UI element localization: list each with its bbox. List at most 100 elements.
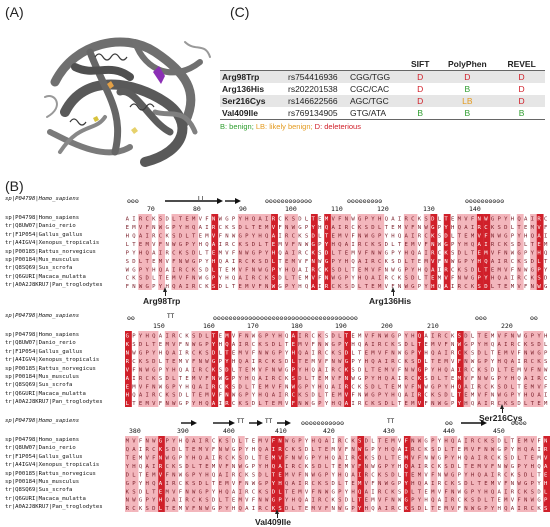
residue-glyph: A	[438, 498, 442, 504]
residue-glyph: V	[179, 276, 183, 282]
residue-glyph: S	[504, 455, 507, 461]
residue-glyph: L	[185, 393, 189, 399]
residue-glyph: E	[205, 464, 209, 470]
residue-glyph: D	[179, 233, 183, 239]
conservation-column	[344, 331, 351, 407]
residue-glyph: R	[358, 242, 362, 248]
residue-glyph: S	[378, 242, 381, 248]
residue-glyph: Q	[192, 384, 196, 390]
residue-glyph: M	[325, 217, 329, 223]
residue-glyph: D	[165, 376, 169, 382]
residue-glyph: G	[212, 359, 216, 365]
residue-glyph: G	[391, 481, 395, 487]
residue-glyph: Q	[391, 447, 395, 453]
residue-glyph: R	[491, 242, 495, 248]
residue-glyph: L	[484, 498, 488, 504]
residue-glyph: K	[431, 233, 435, 239]
residue-glyph: V	[331, 217, 335, 223]
residue-glyph: H	[391, 393, 394, 399]
residue-glyph: S	[185, 250, 188, 256]
residue-glyph: H	[511, 217, 514, 223]
residue-glyph: V	[318, 506, 322, 512]
residue-glyph: A	[139, 233, 143, 239]
residue-glyph: V	[305, 342, 309, 348]
residue-glyph: M	[531, 225, 535, 231]
residue-glyph: N	[312, 259, 315, 265]
residue-glyph: F	[511, 267, 515, 273]
residue-glyph: A	[172, 350, 176, 356]
residue-glyph: Y	[305, 439, 309, 445]
residue-glyph: E	[132, 455, 136, 461]
residue-glyph: R	[544, 447, 548, 453]
residue-glyph: F	[146, 384, 150, 390]
residue-glyph: W	[511, 250, 515, 256]
helix-coil-icon: ʘʘʘ	[127, 197, 139, 205]
conservation-column	[291, 214, 298, 290]
residue-glyph: S	[312, 464, 315, 470]
residue-glyph: M	[491, 481, 495, 487]
residue-glyph: W	[305, 242, 309, 248]
conservation-column	[410, 214, 418, 290]
residue-glyph: M	[146, 401, 150, 407]
residue-glyph: H	[385, 447, 388, 453]
residue-glyph: M	[338, 393, 342, 399]
header-rsid	[286, 58, 348, 71]
residue-glyph: K	[431, 393, 435, 399]
residue-glyph: G	[139, 498, 143, 504]
residue-glyph: V	[172, 489, 176, 495]
conservation-column	[244, 331, 252, 407]
residue-glyph: P	[245, 233, 249, 239]
residue-glyph: L	[511, 225, 515, 231]
residue-glyph: V	[172, 342, 176, 348]
residue-glyph: C	[438, 250, 441, 256]
residue-glyph: P	[192, 472, 196, 478]
residue-glyph: I	[312, 498, 315, 504]
residue-glyph: H	[298, 284, 301, 290]
residue-glyph: R	[285, 233, 289, 239]
residue-glyph: I	[252, 359, 255, 365]
residue-glyph: Q	[179, 367, 183, 373]
residue-glyph: W	[398, 350, 402, 356]
conservation-column	[264, 331, 272, 407]
conservation-column	[277, 436, 285, 512]
residue-glyph: I	[292, 250, 295, 256]
residue-glyph: Y	[278, 267, 282, 273]
residue-glyph: T	[298, 359, 302, 365]
residue-glyph: G	[152, 367, 156, 373]
residue-glyph: C	[471, 367, 474, 373]
residue-glyph: C	[212, 439, 215, 445]
residue-glyph: C	[232, 401, 235, 407]
residue-glyph: Q	[126, 447, 130, 453]
residue-glyph: V	[292, 472, 296, 478]
residue-glyph: E	[471, 464, 475, 470]
residue-glyph: Y	[272, 334, 276, 340]
residue-glyph: K	[199, 498, 203, 504]
residue-glyph: M	[345, 464, 349, 470]
residue-glyph: M	[431, 342, 435, 348]
conservation-column	[271, 436, 278, 512]
residue-glyph: G	[285, 367, 289, 373]
residue-glyph: A	[391, 376, 395, 382]
residue-glyph: V	[478, 393, 482, 399]
residue-glyph: M	[192, 217, 196, 223]
residue-glyph: E	[531, 455, 535, 461]
residue-glyph: Q	[537, 464, 541, 470]
residue-glyph: W	[438, 242, 442, 248]
residue-glyph: F	[458, 359, 462, 365]
residue-glyph: V	[405, 384, 409, 390]
residue-glyph: E	[219, 334, 223, 340]
residue-glyph: K	[325, 267, 329, 273]
conservation-column	[144, 331, 152, 407]
residue-glyph: T	[185, 447, 189, 453]
residue-glyph: M	[172, 276, 176, 282]
arrow-val409ile	[277, 512, 278, 518]
residue-glyph: P	[232, 376, 236, 382]
residue-glyph: E	[491, 267, 495, 273]
mutation-label: Arg98Trp	[143, 296, 181, 306]
residue-glyph: K	[252, 259, 256, 265]
residue-glyph: R	[511, 489, 515, 495]
conservation-column	[516, 214, 524, 290]
arrow-head-icon	[391, 287, 395, 292]
residue-glyph: M	[192, 376, 196, 382]
residue-glyph: H	[424, 350, 427, 356]
